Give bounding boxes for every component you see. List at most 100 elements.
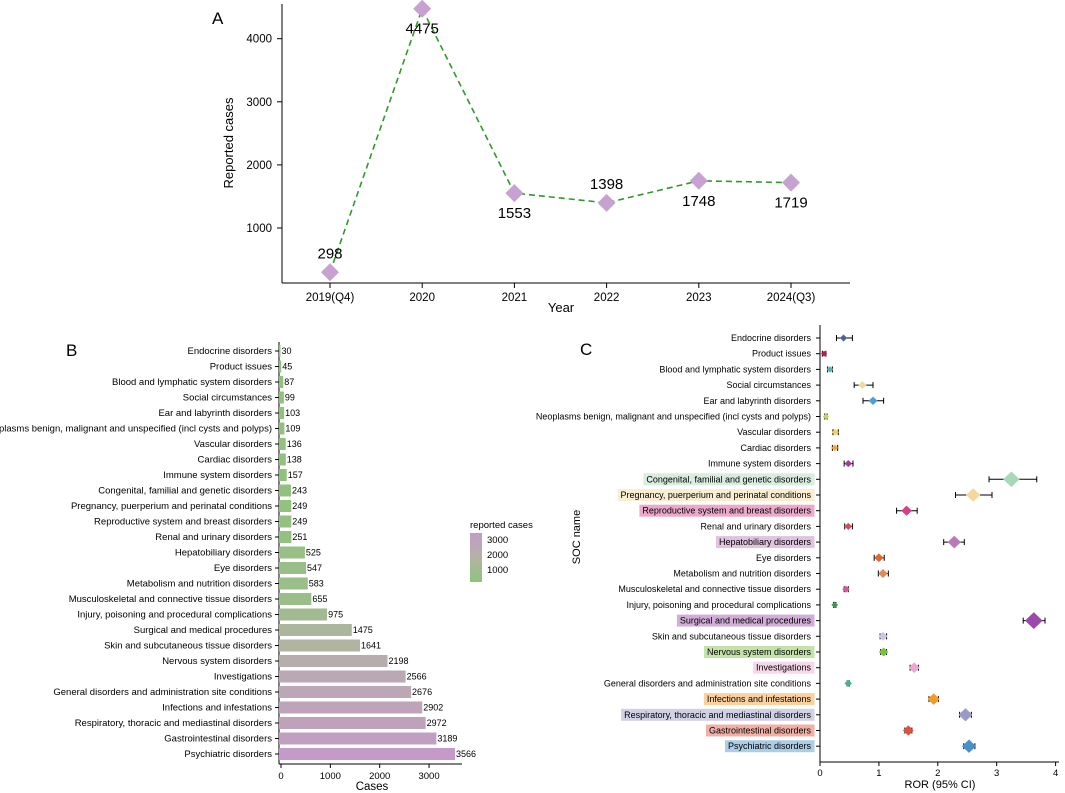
y-tick-label: 2000 bbox=[246, 160, 272, 172]
bar bbox=[279, 345, 281, 357]
data-label: 4475 bbox=[406, 21, 439, 38]
panel-a-y-ticks: 1000 2000 3000 4000 bbox=[246, 34, 282, 235]
category-label: Musculoskeletal and connective tissue di… bbox=[69, 594, 273, 605]
bar bbox=[279, 577, 308, 590]
data-point-marker bbox=[321, 263, 339, 282]
bar bbox=[279, 391, 284, 404]
bar-value-label: 138 bbox=[287, 455, 302, 465]
x-tick-label: 0 bbox=[817, 768, 822, 779]
category-label: Respiratory, thoracic and mediastinal di… bbox=[75, 718, 273, 729]
soc-label: Immune system disorders bbox=[708, 459, 812, 469]
bar-value-label: 243 bbox=[292, 486, 307, 496]
soc-label: Neoplasms benign, malignant and unspecif… bbox=[536, 412, 811, 422]
legend-ticks: 3000 2000 1000 bbox=[487, 535, 508, 576]
category-label: Blood and lymphatic system disorders bbox=[112, 377, 272, 388]
ror-marker bbox=[901, 505, 912, 516]
panel-a-x-axis-title: Year bbox=[548, 300, 575, 315]
ror-marker bbox=[844, 679, 853, 687]
x-tick-label: 3 bbox=[994, 768, 999, 779]
bar-value-label: 30 bbox=[281, 346, 291, 356]
panel-b-color-legend: reported cases 3000 2000 1000 bbox=[470, 520, 533, 582]
bar bbox=[279, 624, 352, 636]
x-tick-label: 3000 bbox=[418, 771, 439, 782]
data-point-marker bbox=[505, 184, 524, 203]
soc-label-highlight bbox=[617, 489, 815, 501]
bar bbox=[279, 484, 291, 497]
x-tick-label: 1000 bbox=[320, 771, 341, 782]
category-label: Infections and infestations bbox=[162, 703, 272, 714]
bar bbox=[279, 531, 292, 543]
y-tick-label: 3000 bbox=[246, 97, 272, 109]
bar bbox=[279, 608, 328, 621]
soc-label: Congenital, familial and genetic disorde… bbox=[646, 474, 811, 484]
bar bbox=[279, 376, 284, 388]
y-tick-label: 4000 bbox=[246, 34, 272, 46]
soc-label: Pregnancy, puerperium and perinatal cond… bbox=[621, 490, 812, 500]
x-tick-label: 2024(Q3) bbox=[767, 292, 816, 304]
data-point-marker bbox=[413, 0, 432, 18]
category-label: Surgical and medical procedures bbox=[134, 625, 273, 636]
panel-a-y-axis-title: Reported cases bbox=[221, 97, 236, 189]
category-label: Endocrine disorders bbox=[188, 346, 273, 357]
category-label: Eye disorders bbox=[214, 563, 272, 574]
legend-tick-label: 1000 bbox=[487, 565, 508, 576]
soc-label: Product issues bbox=[752, 349, 812, 359]
bar-value-label: 3189 bbox=[437, 734, 457, 744]
bar bbox=[279, 732, 437, 745]
ror-marker bbox=[1024, 612, 1043, 629]
ror-marker bbox=[947, 535, 961, 549]
soc-label-highlight bbox=[621, 708, 815, 721]
category-label: Nervous system disorders bbox=[162, 656, 272, 667]
ror-marker bbox=[958, 708, 973, 722]
bar-value-label: 87 bbox=[284, 377, 294, 387]
soc-label: Infections and infestations bbox=[707, 694, 812, 704]
category-label: Pregnancy, puerperium and perinatal cond… bbox=[71, 501, 272, 512]
soc-label: Vascular disorders bbox=[737, 427, 811, 437]
bar-value-label: 251 bbox=[292, 532, 307, 542]
category-label: Congenital, familial and genetic disorde… bbox=[98, 486, 272, 497]
soc-label-highlight bbox=[643, 473, 815, 486]
ror-marker bbox=[842, 585, 850, 593]
legend-color-bar bbox=[470, 533, 482, 582]
soc-label: Eye disorders bbox=[756, 553, 812, 563]
bar-value-label: 1475 bbox=[353, 625, 373, 635]
category-label: Metabolism and nutrition disorders bbox=[127, 579, 272, 590]
ror-marker bbox=[831, 444, 839, 452]
bar-value-label: 583 bbox=[309, 579, 324, 589]
bar bbox=[279, 469, 287, 481]
bar-value-label: 249 bbox=[292, 517, 307, 527]
category-label: Social circumstances bbox=[183, 393, 272, 404]
legend-tick-label: 2000 bbox=[487, 550, 508, 561]
category-label: Immune system disorders bbox=[163, 470, 272, 481]
category-label: Product issues bbox=[210, 362, 273, 373]
panel-c-x-ticks: 0 1 2 3 4 bbox=[817, 762, 1058, 779]
soc-label-highlight bbox=[705, 724, 815, 737]
bar-value-label: 2198 bbox=[388, 656, 408, 666]
x-tick-label: 2 bbox=[935, 768, 940, 779]
y-tick-label: 1000 bbox=[246, 223, 272, 235]
bar-value-label: 136 bbox=[287, 439, 302, 449]
bar-value-label: 975 bbox=[328, 610, 343, 620]
x-tick-label: 2023 bbox=[686, 292, 712, 304]
bar bbox=[279, 717, 426, 729]
legend-tick-label: 3000 bbox=[487, 535, 508, 546]
panel-b-bar-chart: B Endocrine disorders 30 Product issues 45 B… bbox=[0, 341, 533, 793]
legend-title: reported cases bbox=[470, 520, 533, 531]
category-label: Vascular disorders bbox=[194, 439, 272, 450]
soc-label-highlight bbox=[715, 536, 815, 549]
soc-label: Blood and lymphatic system disorders bbox=[659, 364, 811, 374]
soc-label: General disorders and administration sit… bbox=[604, 678, 812, 688]
ror-marker bbox=[844, 460, 853, 468]
bar-value-label: 547 bbox=[307, 563, 322, 573]
bar bbox=[279, 500, 292, 512]
category-label: Injury, poisoning and procedural complic… bbox=[77, 610, 272, 621]
bar-value-label: 2566 bbox=[407, 672, 427, 682]
soc-label: Musculoskeletal and connective tissue di… bbox=[618, 584, 811, 594]
category-label: Renal and urinary disorders bbox=[155, 532, 272, 543]
ror-marker bbox=[858, 381, 867, 390]
soc-label-highlight bbox=[724, 740, 815, 753]
x-tick-label: 2000 bbox=[369, 771, 390, 782]
ror-marker bbox=[961, 739, 977, 753]
panel-a-value-labels: 298 4475 1553 1398 1748 1719 bbox=[317, 21, 807, 263]
